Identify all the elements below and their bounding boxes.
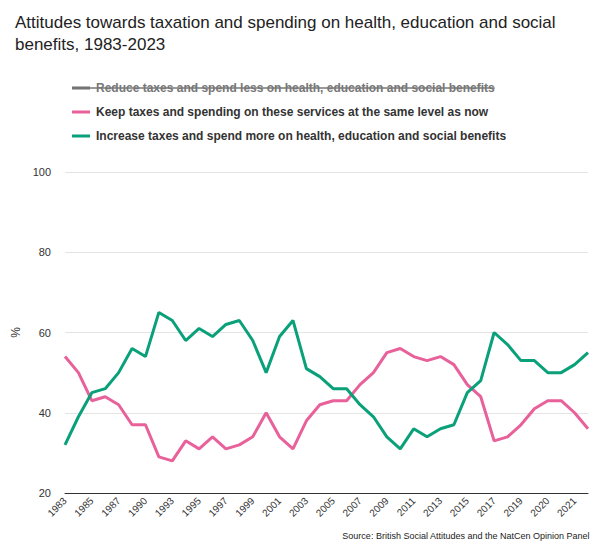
svg-text:2011: 2011 [395,495,418,518]
svg-text:2015: 2015 [448,495,472,519]
svg-text:1993: 1993 [153,495,177,519]
svg-text:Keep taxes and spending on the: Keep taxes and spending on these service… [96,105,489,119]
svg-text:2005: 2005 [314,495,338,519]
svg-text:%: % [9,327,23,338]
svg-text:Reduce taxes and spend less on: Reduce taxes and spend less on health, e… [96,81,495,95]
svg-text:80: 80 [39,246,51,258]
svg-text:2007: 2007 [340,495,364,519]
svg-text:60: 60 [39,327,51,339]
svg-text:1995: 1995 [180,495,204,519]
svg-text:2017: 2017 [475,495,499,519]
svg-text:1997: 1997 [206,495,230,519]
svg-text:1999: 1999 [233,495,257,519]
svg-text:2009: 2009 [367,495,391,519]
svg-text:2003: 2003 [287,495,311,519]
svg-text:Attitudes towards taxation and: Attitudes towards taxation and spending … [15,13,560,32]
svg-text:1985: 1985 [72,495,96,519]
svg-text:40: 40 [39,407,51,419]
svg-text:2019: 2019 [501,495,525,519]
svg-text:100: 100 [33,166,51,178]
svg-text:Source: British Social Attitud: Source: British Social Attitudes and the… [342,531,589,541]
svg-text:1983: 1983 [45,495,69,519]
svg-text:benefits, 1983-2023: benefits, 1983-2023 [15,35,165,54]
svg-text:20: 20 [39,487,51,499]
svg-text:2020: 2020 [528,495,552,519]
svg-text:1990: 1990 [126,495,150,519]
svg-text:2013: 2013 [421,495,445,519]
svg-text:1987: 1987 [99,495,123,519]
svg-text:Increase taxes and spend more: Increase taxes and spend more on health,… [96,129,506,143]
svg-text:2021: 2021 [555,495,579,519]
svg-text:2001: 2001 [260,495,284,519]
